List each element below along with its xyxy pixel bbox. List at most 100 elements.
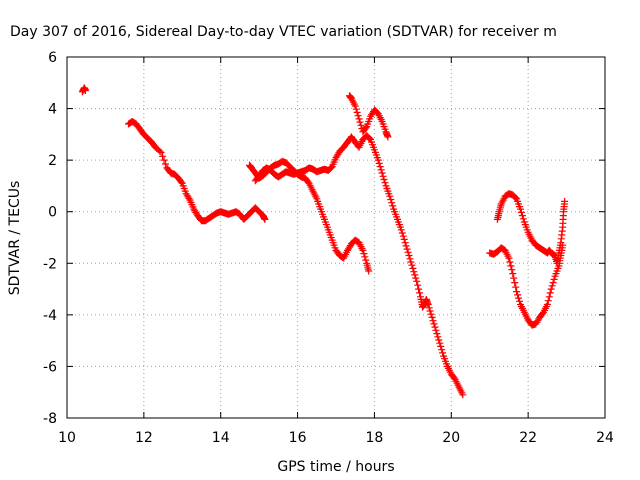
- data-point: [389, 202, 397, 210]
- data-point: [352, 105, 360, 113]
- data-point: [357, 121, 365, 129]
- data-point: [160, 156, 168, 164]
- data-point: [157, 148, 165, 156]
- y-tick-labels: -8 -6 -4 -2 0 2 4 6: [43, 50, 57, 427]
- data-point: [414, 281, 422, 289]
- data-point: [416, 289, 424, 297]
- data-point: [361, 253, 369, 261]
- data-point: [405, 252, 413, 259]
- data-point: [410, 268, 418, 276]
- data-point: [438, 346, 446, 354]
- data-point: [81, 87, 89, 94]
- data-point: [431, 323, 439, 331]
- x-tick-label: 12: [135, 430, 153, 446]
- x-tick-label: 24: [596, 430, 614, 446]
- data-point: [428, 313, 436, 321]
- data-point: [437, 342, 445, 350]
- data-point: [429, 317, 437, 325]
- data-point: [403, 245, 411, 253]
- grid: [67, 57, 605, 418]
- y-tick-label: 4: [48, 102, 57, 118]
- data-point: [546, 289, 554, 297]
- data-point: [408, 261, 416, 269]
- data-point: [425, 304, 433, 312]
- data-point: [433, 330, 441, 338]
- y-tick-label: 0: [48, 205, 57, 221]
- data-point: [377, 166, 385, 174]
- data-point: [435, 336, 443, 344]
- data-point: [513, 288, 521, 296]
- data-point: [353, 108, 361, 116]
- x-tick-labels: 10 12 14 16 18 20 22 24: [58, 430, 614, 446]
- data-point: [409, 264, 417, 272]
- data-point: [402, 242, 410, 250]
- y-tick-label: -4: [43, 308, 57, 324]
- data-point: [459, 391, 467, 399]
- data-point: [510, 274, 518, 282]
- data-point: [548, 282, 556, 290]
- data-point: [362, 256, 370, 264]
- x-axis-title: GPS time / hours: [277, 459, 394, 475]
- data-point: [366, 135, 374, 142]
- y-tick-label: 6: [48, 50, 57, 66]
- y-tick-label: -2: [43, 256, 57, 272]
- data-point: [384, 133, 392, 141]
- chart-title: Day 307 of 2016, Sidereal Day-to-day VTE…: [10, 24, 557, 40]
- data-point: [359, 246, 367, 254]
- data-point: [379, 172, 387, 180]
- data-point: [375, 159, 383, 167]
- data-point: [380, 176, 388, 183]
- data-point: [547, 285, 555, 293]
- data-point: [516, 297, 523, 305]
- data-point: [162, 160, 169, 168]
- data-point: [365, 267, 373, 275]
- data-point: [432, 326, 440, 334]
- data-points: [78, 84, 569, 399]
- data-point: [360, 250, 368, 258]
- x-tick-label: 18: [366, 430, 384, 446]
- data-point: [518, 212, 526, 220]
- data-point: [439, 349, 447, 357]
- data-point: [512, 283, 520, 291]
- data-point: [177, 178, 185, 186]
- data-point: [415, 285, 423, 293]
- data-point: [356, 118, 364, 126]
- data-point: [508, 266, 516, 274]
- data-point: [406, 255, 414, 263]
- data-point: [355, 115, 363, 123]
- data-point: [185, 195, 193, 202]
- data-point: [400, 235, 408, 243]
- x-tick-label: 10: [58, 430, 76, 446]
- data-point: [401, 239, 409, 247]
- data-point: [404, 248, 412, 256]
- data-point: [387, 196, 395, 203]
- data-point: [517, 208, 525, 216]
- data-point: [549, 279, 557, 287]
- data-point: [411, 271, 419, 279]
- x-tick-label: 14: [212, 430, 230, 446]
- data-point: [376, 163, 384, 171]
- data-point: [388, 199, 396, 207]
- data-point: [413, 277, 421, 285]
- data-point: [397, 226, 405, 234]
- data-point: [550, 275, 558, 283]
- x-tick-label: 20: [442, 430, 460, 446]
- data-point: [509, 270, 517, 278]
- data-point: [159, 152, 167, 160]
- data-point: [426, 307, 434, 315]
- data-point: [398, 229, 406, 237]
- data-point: [427, 310, 435, 318]
- data-point: [386, 192, 394, 200]
- data-point: [354, 112, 362, 120]
- data-point: [519, 215, 527, 223]
- y-tick-label: -8: [43, 411, 57, 427]
- data-point: [412, 274, 420, 282]
- data-point: [261, 215, 269, 223]
- data-point: [362, 124, 370, 132]
- data-point: [544, 297, 552, 305]
- data-point: [407, 258, 415, 266]
- data-point: [434, 333, 442, 341]
- data-point: [515, 294, 522, 302]
- data-point: [381, 179, 389, 187]
